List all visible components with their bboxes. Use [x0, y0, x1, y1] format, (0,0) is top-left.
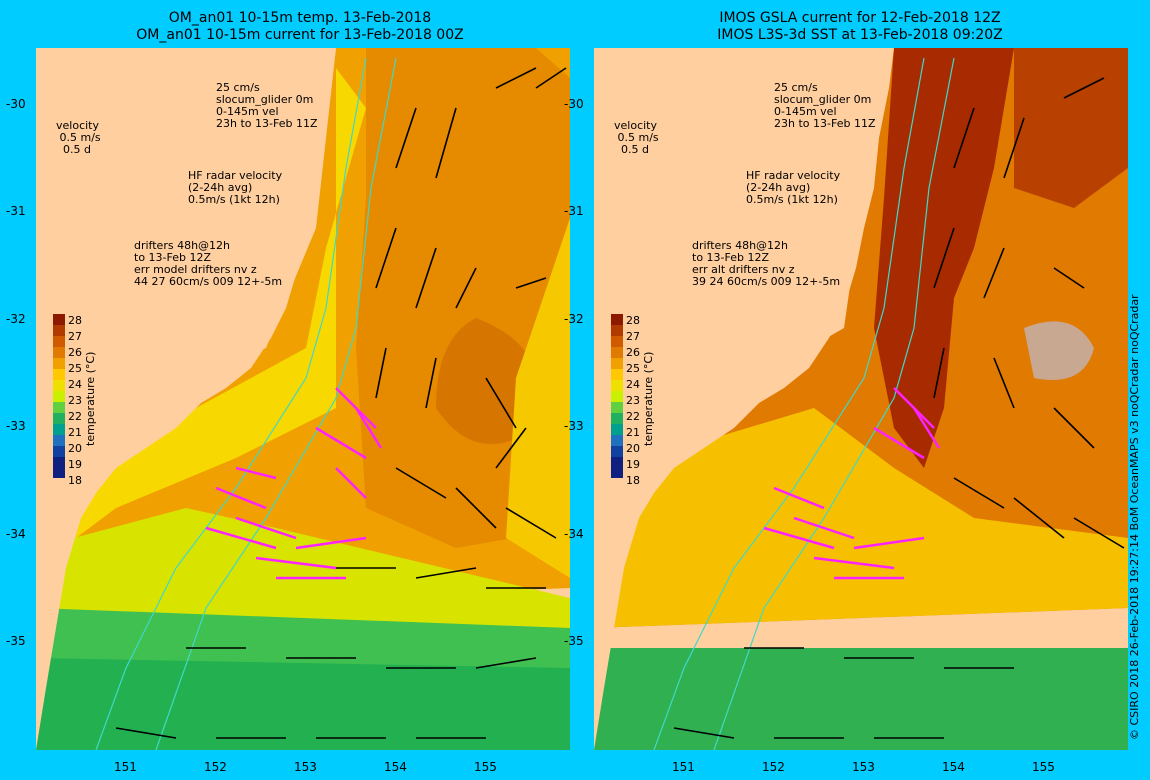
- left-legend-velocity: velocity 0.5 m/s 0.5 d: [56, 119, 101, 156]
- right-legend-scale: 25 cm/s slocum_glider 0m 0-145m vel 23h …: [774, 81, 876, 130]
- left-current-arrows: [115, 67, 567, 739]
- left-cb-28: 28: [68, 314, 82, 327]
- right-cb-23: 23: [626, 394, 640, 407]
- right-cb-24: 24: [626, 378, 640, 391]
- right-map-graphic: [594, 48, 1128, 750]
- right-colorbar: [611, 314, 623, 478]
- left-title-line1: OM_an01 10-15m temp. 13-Feb-2018: [168, 10, 432, 26]
- left-ocean-green2: [36, 658, 570, 750]
- left-cb-21: 21: [68, 426, 82, 439]
- left-cb-18: 18: [68, 474, 82, 487]
- right-cb-title: temperature (°C): [642, 351, 655, 446]
- right-cb-20: 20: [626, 442, 640, 455]
- left-cb-22: 22: [68, 410, 82, 423]
- right-map-panel[interactable]: [594, 48, 1128, 750]
- right-cb-26: 26: [626, 346, 640, 359]
- left-cb-19: 19: [68, 458, 82, 471]
- right-lat-label-1: -30: [564, 97, 584, 111]
- left-lat-label-1: -30: [6, 97, 26, 111]
- right-cb-27: 27: [626, 330, 640, 343]
- right-coastal-yellow: [594, 408, 1128, 628]
- right-legend-drifters: drifters 48h@12h to 13-Feb 12Z err alt d…: [692, 239, 841, 288]
- right-legend-hf: HF radar velocity (2-24h avg) 0.5m/s (1k…: [746, 169, 841, 206]
- left-lon-label-3: 153: [294, 760, 317, 774]
- left-isobath-1: [95, 57, 367, 750]
- right-land: [594, 48, 894, 750]
- left-cb-27: 27: [68, 330, 82, 343]
- right-title-line2: IMOS L3S-3d SST at 13-Feb-2018 09:20Z: [717, 27, 1003, 43]
- left-lon-label-5: 155: [474, 760, 497, 774]
- left-map-graphic: [36, 48, 570, 750]
- right-drifter-arrows: [763, 387, 941, 580]
- left-colorbar: [53, 314, 65, 478]
- right-title: IMOS GSLA current for 12-Feb-2018 12Z IM…: [680, 10, 1040, 44]
- left-ocean-yellow: [506, 218, 570, 578]
- left-drifter-arrows: [205, 387, 383, 580]
- right-legend-velocity: velocity 0.5 m/s 0.5 d: [614, 119, 659, 156]
- left-map-panel[interactable]: [36, 48, 570, 750]
- right-lon-label-4: 154: [942, 760, 965, 774]
- left-title-line2: OM_an01 10-15m current for 13-Feb-2018 0…: [136, 27, 464, 43]
- left-isobath-2: [155, 57, 397, 750]
- right-lon-label-3: 153: [852, 760, 875, 774]
- right-cb-22: 22: [626, 410, 640, 423]
- right-cb-25: 25: [626, 362, 640, 375]
- left-lat-label-3: -32: [6, 312, 26, 326]
- right-cb-21: 21: [626, 426, 640, 439]
- left-lon-label-1: 151: [114, 760, 137, 774]
- left-cb-20: 20: [68, 442, 82, 455]
- left-cb-24: 24: [68, 378, 82, 391]
- left-legend-hf: HF radar velocity (2-24h avg) 0.5m/s (1k…: [188, 169, 283, 206]
- left-cb-title: temperature (°C): [84, 351, 97, 446]
- left-legend-drifters: drifters 48h@12h to 13-Feb 12Z err model…: [134, 239, 283, 288]
- left-legend-scale: 25 cm/s slocum_glider 0m 0-145m vel 23h …: [216, 81, 318, 130]
- left-lat-label-6: -35: [6, 634, 26, 648]
- left-lon-label-2: 152: [204, 760, 227, 774]
- right-isobath-1: [653, 57, 925, 750]
- left-title: OM_an01 10-15m temp. 13-Feb-2018 OM_an01…: [120, 10, 480, 44]
- left-cb-23: 23: [68, 394, 82, 407]
- right-lat-label-3: -32: [564, 312, 584, 326]
- right-lat-label-2: -31: [564, 204, 584, 218]
- right-current-arrows: [673, 77, 1125, 739]
- credit-text: © CSIRO 2018 26-Feb-2018 19:27:14 BoM Oc…: [1128, 294, 1141, 740]
- right-lat-label-6: -35: [564, 634, 584, 648]
- left-lon-label-4: 154: [384, 760, 407, 774]
- left-lat-label-5: -34: [6, 527, 26, 541]
- right-lon-label-2: 152: [762, 760, 785, 774]
- right-ocean-red2: [1014, 48, 1128, 208]
- left-cb-25: 25: [68, 362, 82, 375]
- right-cb-18: 18: [626, 474, 640, 487]
- right-lon-label-5: 155: [1032, 760, 1055, 774]
- left-cb-26: 26: [68, 346, 82, 359]
- right-isobath-2: [713, 57, 955, 750]
- right-cb-19: 19: [626, 458, 640, 471]
- right-lat-label-5: -34: [564, 527, 584, 541]
- right-title-line1: IMOS GSLA current for 12-Feb-2018 12Z: [719, 10, 1001, 26]
- left-lat-label-2: -31: [6, 204, 26, 218]
- right-cb-28: 28: [626, 314, 640, 327]
- right-cloud: [1024, 321, 1094, 380]
- left-land: [36, 48, 336, 750]
- right-lat-label-4: -33: [564, 419, 584, 433]
- left-lat-label-4: -33: [6, 419, 26, 433]
- right-ocean-green: [594, 648, 1128, 750]
- right-lon-label-1: 151: [672, 760, 695, 774]
